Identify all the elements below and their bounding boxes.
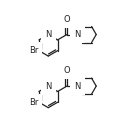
Text: N: N bbox=[45, 30, 52, 39]
Text: N: N bbox=[45, 82, 52, 91]
Text: N: N bbox=[74, 82, 81, 91]
Text: Br: Br bbox=[29, 98, 38, 107]
Text: Br: Br bbox=[29, 46, 38, 55]
Text: O: O bbox=[64, 15, 70, 24]
Text: O: O bbox=[64, 66, 70, 75]
Text: N: N bbox=[74, 30, 81, 39]
